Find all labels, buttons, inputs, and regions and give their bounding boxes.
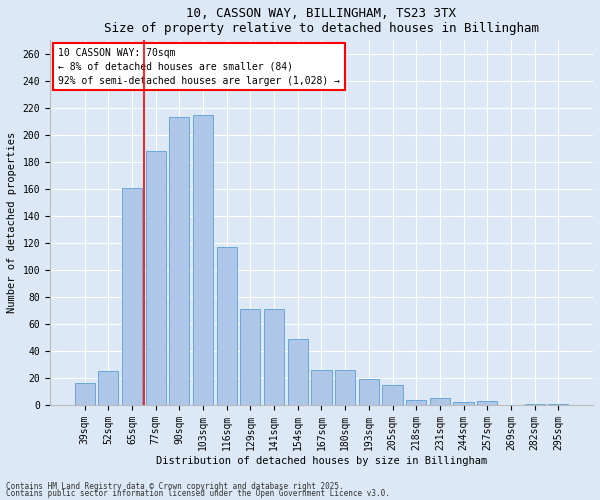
Bar [406,400,426,405]
Text: Contains public sector information licensed under the Open Government Licence v3: Contains public sector information licen… [6,490,390,498]
Bar [524,404,545,405]
Bar [169,118,190,405]
Bar [359,380,379,405]
Bar [241,309,260,405]
Bar [288,339,308,405]
Text: Contains HM Land Registry data © Crown copyright and database right 2025.: Contains HM Land Registry data © Crown c… [6,482,344,491]
Bar [193,114,213,405]
Text: 10 CASSON WAY: 70sqm
← 8% of detached houses are smaller (84)
92% of semi-detach: 10 CASSON WAY: 70sqm ← 8% of detached ho… [58,48,340,86]
Bar [264,309,284,405]
Bar [335,370,355,405]
Y-axis label: Number of detached properties: Number of detached properties [7,132,17,314]
Title: 10, CASSON WAY, BILLINGHAM, TS23 3TX
Size of property relative to detached house: 10, CASSON WAY, BILLINGHAM, TS23 3TX Siz… [104,7,539,35]
Bar [430,398,450,405]
Bar [477,401,497,405]
Bar [454,402,473,405]
X-axis label: Distribution of detached houses by size in Billingham: Distribution of detached houses by size … [156,456,487,466]
Bar [122,188,142,405]
Bar [382,385,403,405]
Bar [217,247,237,405]
Bar [74,384,95,405]
Bar [311,370,332,405]
Bar [146,151,166,405]
Bar [98,372,118,405]
Bar [548,404,568,405]
